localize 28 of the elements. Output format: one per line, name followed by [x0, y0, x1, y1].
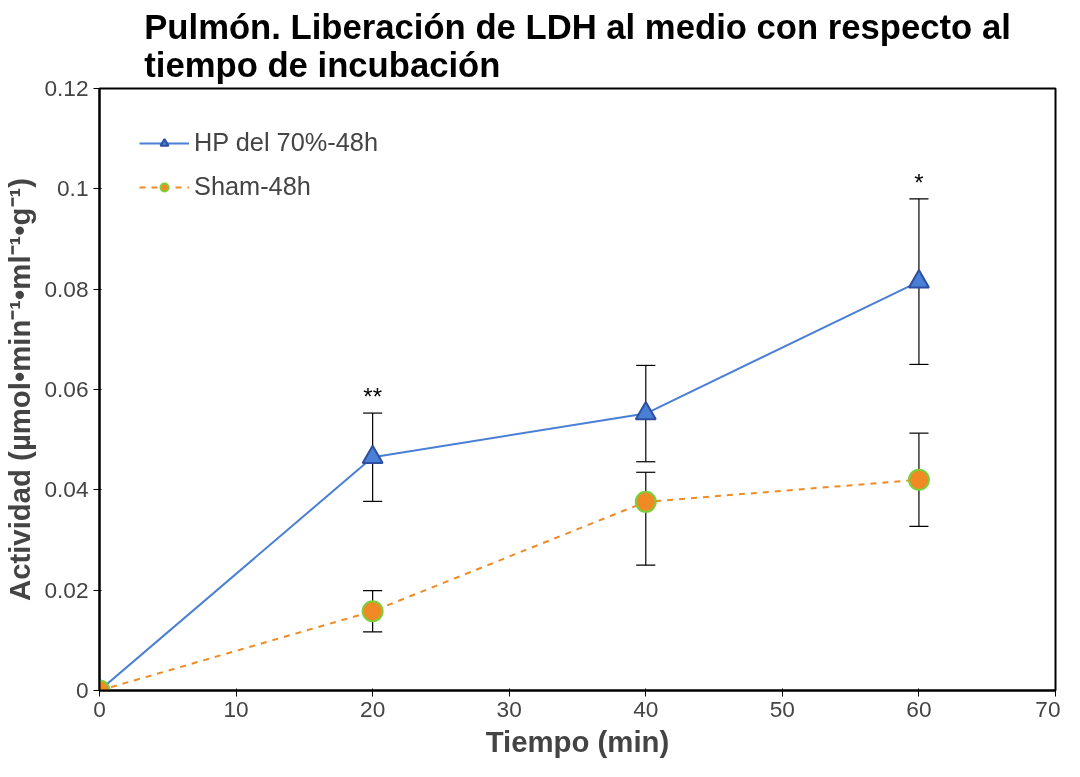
legend-label: HP del 70%-48h: [194, 128, 378, 157]
point: [361, 444, 384, 464]
point: [907, 468, 930, 491]
y-tick-label: 0.1: [57, 175, 89, 202]
point: [907, 269, 930, 289]
y-axis-title: Actividad (µmol•min⁻¹•ml⁻¹•g⁻¹): [3, 177, 37, 602]
legend-label: Sham-48h: [194, 172, 311, 201]
x-tick-label: 70: [1035, 695, 1061, 722]
y-tick-label: 0.12: [44, 75, 89, 101]
x-tick-label: 30: [496, 695, 522, 722]
x-tick-label: 50: [769, 695, 795, 722]
y-tick-label: 0.06: [44, 376, 89, 402]
y-tick-label: 0: [75, 677, 89, 703]
chart-title: Pulmón. Liberación de LDH al medio con respecto al tiempo de incubación: [144, 7, 1011, 84]
x-tick-label: 20: [360, 695, 386, 722]
x-tick-label: 0: [93, 695, 106, 722]
annotation: *: [914, 168, 924, 196]
y-tick-label: 0.08: [44, 275, 89, 302]
point: [634, 490, 657, 513]
annotation: **: [363, 383, 382, 411]
x-axis-title: Tiempo (min): [485, 724, 670, 758]
point: [361, 600, 384, 623]
x-tick-label: 60: [906, 695, 932, 722]
y-tick-label: 0.04: [44, 476, 89, 503]
x-tick-label: 40: [633, 695, 659, 722]
x-tick-label: 10: [223, 695, 249, 722]
y-tick-label: 0.02: [44, 576, 89, 603]
point: [634, 401, 657, 421]
